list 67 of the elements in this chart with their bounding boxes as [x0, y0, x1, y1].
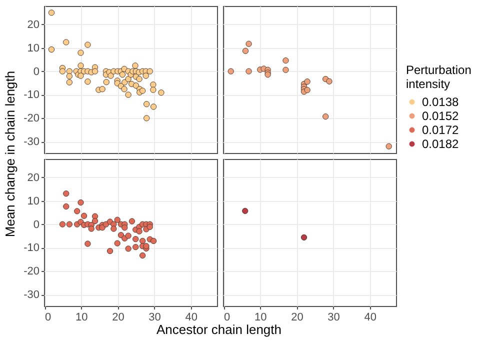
- x-tick-label: 30: [328, 312, 340, 324]
- point: [139, 238, 146, 244]
- point: [143, 243, 150, 250]
- legend-label: 0.0138: [422, 95, 460, 109]
- y-tick-label: 10: [27, 195, 40, 208]
- point: [63, 203, 70, 210]
- y-tick-label: -20: [24, 266, 40, 278]
- legend-label: 0.0182: [422, 137, 460, 151]
- point: [304, 78, 310, 85]
- point: [246, 68, 252, 74]
- point: [132, 244, 139, 250]
- x-tick-label: 20: [291, 312, 304, 324]
- point: [136, 228, 142, 234]
- y-tick-label: 10: [27, 42, 40, 54]
- y-tick-label: 0: [33, 218, 40, 231]
- point: [122, 224, 128, 231]
- y-tick-label: 0: [33, 66, 40, 78]
- x-tick-label: 40: [185, 312, 198, 324]
- y-tick-label: -10: [24, 242, 40, 254]
- legend-label: 0.0172: [422, 123, 460, 137]
- y-tick-label: -30: [24, 136, 40, 148]
- point: [88, 226, 94, 232]
- point: [80, 212, 88, 219]
- point: [304, 86, 310, 94]
- point: [66, 221, 72, 228]
- point: [132, 236, 139, 242]
- point: [92, 218, 98, 224]
- point: [110, 226, 117, 232]
- x-tick-label: 10: [76, 312, 88, 324]
- x-tick-label: 0: [45, 312, 52, 324]
- point: [59, 221, 66, 228]
- point: [326, 78, 332, 84]
- point: [150, 238, 157, 244]
- point: [282, 57, 289, 64]
- y-tick-label: -20: [24, 112, 40, 125]
- x-axis-title: Ancestor chain length: [156, 322, 282, 337]
- y-tick-label: -30: [24, 289, 40, 302]
- point: [114, 216, 120, 223]
- point: [63, 190, 70, 197]
- point: [84, 240, 91, 247]
- y-tick-label: 20: [27, 18, 40, 31]
- y-tick-label: -10: [24, 89, 40, 102]
- legend-label: 0.0152: [422, 109, 460, 123]
- legend-title: Perturbation intensity: [406, 63, 472, 91]
- point: [242, 48, 249, 54]
- point: [125, 246, 132, 252]
- x-tick-label: 20: [112, 312, 124, 324]
- point: [146, 224, 153, 230]
- x-tick-label: 10: [254, 312, 267, 324]
- point: [118, 232, 124, 238]
- point: [246, 40, 252, 47]
- point: [106, 248, 114, 254]
- y-tick-label: 20: [27, 172, 40, 184]
- point: [228, 68, 234, 74]
- x-tick-label: 0: [224, 312, 230, 324]
- point: [114, 240, 120, 246]
- point: [139, 252, 146, 259]
- point: [386, 143, 392, 150]
- point: [125, 232, 132, 239]
- point: [78, 199, 84, 206]
- x-tick-label: 40: [364, 312, 376, 324]
- point: [74, 208, 80, 214]
- x-tick-label: 30: [148, 312, 161, 324]
- y-axis-title: Mean change in chain length: [2, 70, 18, 238]
- point: [282, 66, 289, 73]
- point: [128, 218, 136, 224]
- point: [322, 113, 329, 120]
